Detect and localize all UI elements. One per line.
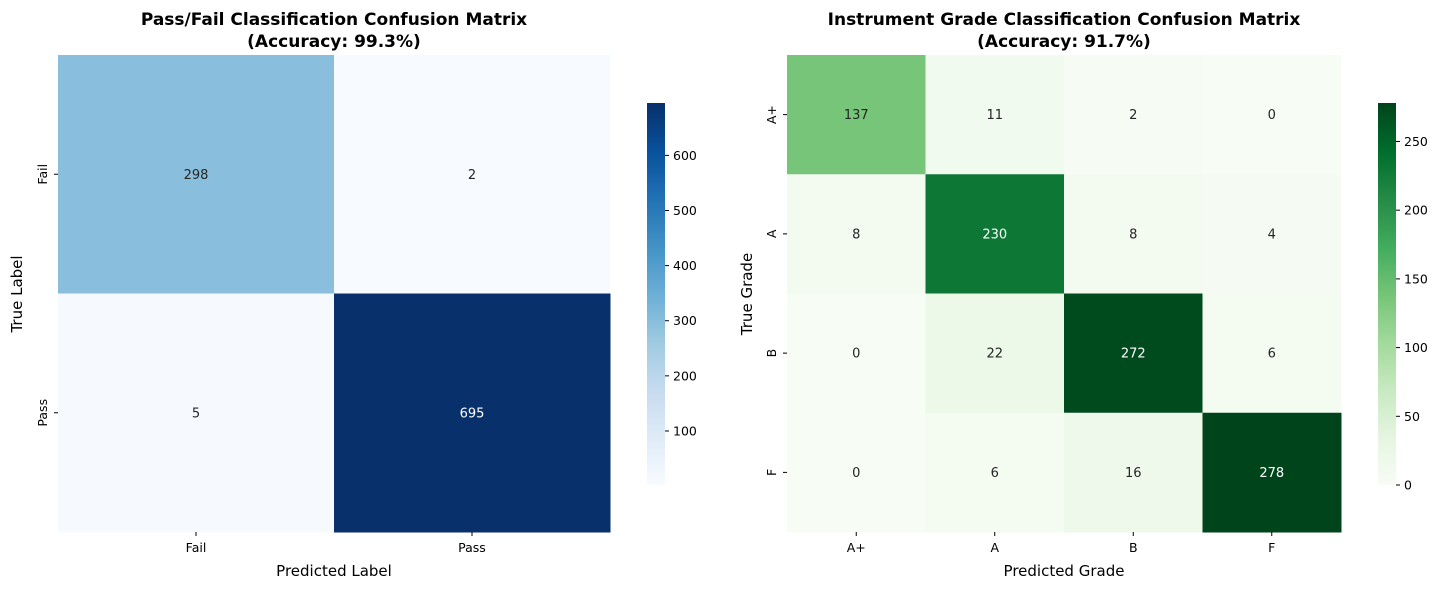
chart2-title: Instrument Grade Classification Confusio… — [828, 10, 1301, 30]
chart2-cell — [1202, 412, 1342, 533]
chart2-colorbar-tick-label: 250 — [1404, 134, 1428, 149]
chart2-colorbar-tick-label: 50 — [1404, 409, 1420, 424]
chart2-cell — [925, 55, 1065, 175]
chart2-cell — [1064, 293, 1203, 414]
chart1-x-tick-label: Fail — [186, 540, 207, 555]
chart2-cell — [1202, 174, 1342, 294]
chart1-title: Pass/Fail Classification Confusion Matri… — [141, 10, 527, 30]
chart2-cell — [787, 55, 926, 175]
chart2-colorbar-tick-label: 100 — [1404, 340, 1428, 355]
chart1-cell-label: 695 — [460, 406, 485, 421]
chart2-cell-label: 8 — [1129, 227, 1137, 242]
chart1-heatmap: 298 2 5 695 Fail Pass Fail Pass 100 200 300 400 500 6… — [35, 55, 697, 555]
chart2-cell — [1064, 412, 1203, 533]
chart1-cell — [334, 55, 611, 294]
chart1-cell — [334, 293, 611, 533]
chart2-subtitle: (Accuracy: 91.7%) — [977, 32, 1151, 52]
chart2-xlabel: Predicted Grade — [1004, 562, 1125, 580]
chart2-colorbar-tick-label: 200 — [1404, 203, 1428, 218]
chart1-colorbar-tick-label: 600 — [673, 148, 697, 163]
chart2-colorbar-tick-label: 0 — [1404, 478, 1412, 493]
chart2-y-tick-label: A+ — [764, 105, 779, 124]
chart2-heatmap: 137 11 2 0 8 230 8 4 0 22 272 6 0 6 16 278 A+ A B F A+ A B F 0 50… — [764, 55, 1428, 555]
chart1-colorbar-tick-label: 400 — [673, 258, 697, 273]
chart1-cell — [58, 293, 335, 533]
chart1-colorbar-tick-label: 100 — [673, 423, 697, 438]
chart1-cell-label: 298 — [184, 168, 209, 183]
chart1-y-tick-label: Pass — [35, 399, 50, 427]
chart1-cell-label: 5 — [192, 406, 200, 421]
chart2-cell-label: 0 — [852, 466, 860, 481]
chart2-cell-label: 230 — [982, 227, 1007, 242]
chart1-subtitle: (Accuracy: 99.3%) — [247, 32, 421, 52]
chart2-cell-label: 22 — [986, 347, 1003, 362]
chart2-colorbar — [1378, 103, 1396, 485]
chart1-ylabel: True Label — [8, 255, 26, 333]
chart2-cell — [1064, 174, 1203, 294]
chart1-cell — [58, 55, 335, 294]
chart2-x-tick-label: B — [1129, 540, 1138, 555]
chart2-cell — [1064, 55, 1203, 175]
chart2-x-tick-label: F — [1268, 540, 1275, 555]
chart1-colorbar-tick-label: 300 — [673, 313, 697, 328]
chart2-cell-label: 4 — [1268, 227, 1276, 242]
chart1-x-tick-label: Pass — [458, 540, 486, 555]
chart2-cell — [787, 412, 926, 533]
chart2-x-tick-label: A+ — [847, 540, 866, 555]
chart2-cell-label: 0 — [1268, 108, 1276, 123]
chart2-cell-label: 16 — [1125, 466, 1142, 481]
chart2-colorbar-tick-label: 150 — [1404, 271, 1428, 286]
chart1-cell-label: 2 — [468, 168, 476, 183]
chart2-y-tick-label: B — [764, 349, 779, 358]
chart2-cell — [925, 174, 1065, 294]
chart1-xlabel: Predicted Label — [276, 562, 392, 580]
chart2-cell-label: 6 — [1268, 347, 1276, 362]
chart1-y-tick-label: Fail — [35, 164, 50, 185]
chart2-cell-label: 11 — [986, 108, 1003, 123]
chart2-cell — [1202, 55, 1342, 175]
chart2-cell — [1202, 293, 1342, 414]
chart1-colorbar — [647, 103, 665, 485]
chart2-y-tick-label: A — [764, 229, 779, 238]
chart2-y-tick-label: F — [764, 469, 779, 476]
chart2-cell-label: 272 — [1121, 347, 1146, 362]
chart2-ylabel: True Grade — [738, 253, 756, 336]
chart2-cell — [787, 174, 926, 294]
chart1-colorbar-tick-label: 500 — [673, 203, 697, 218]
chart2-cell-label: 8 — [852, 227, 860, 242]
chart2-cell-label: 6 — [991, 466, 999, 481]
chart1-colorbar-tick-label: 200 — [673, 368, 697, 383]
chart2-cell-label: 137 — [844, 108, 869, 123]
chart2-cell — [925, 293, 1065, 414]
chart2-cell — [787, 293, 926, 414]
chart2-cell-label: 2 — [1129, 108, 1137, 123]
chart2-cell — [925, 412, 1065, 533]
chart2-x-tick-label: A — [990, 540, 999, 555]
chart2-cell-label: 278 — [1259, 466, 1284, 481]
chart2-cell-label: 0 — [852, 347, 860, 362]
